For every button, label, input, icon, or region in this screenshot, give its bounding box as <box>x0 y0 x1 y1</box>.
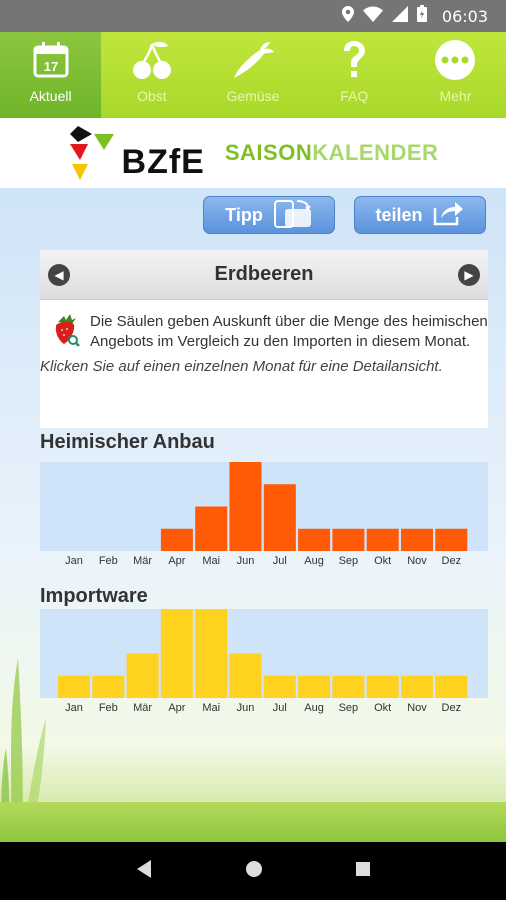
import-bar-Jan[interactable] <box>58 675 90 698</box>
domestic-chart <box>40 462 488 551</box>
domestic-month-label[interactable]: Jan <box>65 555 83 567</box>
domestic-month-label[interactable]: Mai <box>202 555 221 567</box>
info-text: Die Säulen geben Auskunft über die Menge… <box>90 313 488 350</box>
domestic-month-label[interactable]: Dez <box>441 555 462 567</box>
domestic-month-label[interactable]: Sep <box>338 555 359 567</box>
domestic-bar-Sep[interactable] <box>332 528 365 551</box>
domestic-chart-title: Heimischer Anbau <box>40 431 215 453</box>
next-arrow-icon[interactable]: ▶ <box>458 263 480 286</box>
grass-strip <box>0 802 506 842</box>
import-chart-title: Importware <box>40 585 148 607</box>
import-bar-Feb[interactable] <box>92 675 125 698</box>
domestic-bar-Jun[interactable] <box>229 462 262 551</box>
domestic-month-label[interactable]: Apr <box>168 555 186 567</box>
tab-label-aktuell: Aktuell <box>29 88 72 104</box>
status-bar: 06:03 <box>0 0 506 32</box>
bzfe-emblem-icon <box>69 126 114 180</box>
tab-label-gemuese: Gemüse <box>226 88 280 104</box>
import-month-label[interactable]: Aug <box>304 702 324 714</box>
logo-band: BZfE SAISONKALENDER <box>0 118 506 188</box>
import-month-label[interactable]: Okt <box>374 702 392 714</box>
tab-label-mehr: Mehr <box>439 88 472 104</box>
tab-obst[interactable]: Obst <box>101 32 202 118</box>
previous-arrow-icon[interactable]: ◀ <box>48 263 70 286</box>
tipp-button[interactable]: Tipp <box>203 196 335 234</box>
domestic-bar-Apr[interactable] <box>160 528 193 551</box>
bzfe-wordmark: BZfE <box>121 143 205 181</box>
import-month-label[interactable]: Mai <box>202 702 221 714</box>
battery-icon <box>416 5 427 27</box>
import-bar-Dez[interactable] <box>435 675 468 698</box>
tab-label-faq: FAQ <box>340 88 369 104</box>
import-month-label[interactable]: Dez <box>441 702 462 714</box>
more-icon <box>434 38 476 82</box>
domestic-month-label[interactable]: Nov <box>407 555 427 567</box>
back-icon[interactable] <box>135 859 153 884</box>
tab-label-obst: Obst <box>137 88 167 104</box>
tab-aktuell[interactable]: 17 Aktuell <box>0 32 102 118</box>
import-month-label[interactable]: Mär <box>133 702 153 714</box>
hint-text: Klicken Sie auf einen einzelnen Monat fü… <box>40 358 443 375</box>
product-title: Erdbeeren <box>214 263 314 285</box>
import-bar-Mär[interactable] <box>126 653 159 699</box>
import-bar-Mai[interactable] <box>195 609 228 698</box>
tab-bar: 17 Aktuell Obst Gemüse <box>0 32 506 118</box>
domestic-chart-svg <box>160 462 468 552</box>
domestic-month-label[interactable]: Jun <box>236 555 255 567</box>
import-month-label[interactable]: Jul <box>272 702 287 714</box>
domestic-month-label[interactable]: Mär <box>133 555 153 567</box>
calendar-day: 17 <box>43 59 57 74</box>
domestic-month-label[interactable]: Okt <box>374 555 392 567</box>
domestic-bar-Nov[interactable] <box>401 528 433 551</box>
import-bar-Nov[interactable] <box>401 675 433 698</box>
import-chart <box>40 609 488 698</box>
import-bar-Aug[interactable] <box>298 675 331 698</box>
recents-icon[interactable] <box>355 861 371 882</box>
import-bar-Jun[interactable] <box>229 653 262 699</box>
cherry-icon <box>130 38 174 82</box>
strawberry-magnifier-icon <box>52 312 80 355</box>
import-bar-Apr[interactable] <box>160 609 193 698</box>
bzfe-logo: BZfE <box>68 124 205 182</box>
import-month-label[interactable]: Sep <box>338 702 359 714</box>
saisonkalender-logo: SAISONKALENDER <box>224 140 439 165</box>
import-bar-Okt[interactable] <box>366 675 399 698</box>
tab-gemuese[interactable]: Gemüse <box>202 32 303 118</box>
domestic-bar-Mai[interactable] <box>195 506 228 552</box>
import-month-label[interactable]: Jun <box>236 702 255 714</box>
status-time: 06:03 <box>441 6 488 26</box>
import-month-label[interactable]: Nov <box>407 702 427 714</box>
info-block: Die Säulen geben Auskunft über die Menge… <box>40 300 488 355</box>
import-bar-Jul[interactable] <box>263 675 296 698</box>
tab-mehr[interactable]: Mehr <box>405 32 506 118</box>
product-card: ◀ Erdbeeren ▶ Die Säulen geben Auskunft … <box>40 250 488 428</box>
wifi-icon <box>362 6 383 27</box>
share-button[interactable]: teilen <box>354 196 486 234</box>
import-month-label[interactable]: Feb <box>98 702 118 714</box>
domestic-month-label[interactable]: Aug <box>304 555 324 567</box>
domestic-bar-Dez[interactable] <box>435 528 468 551</box>
domestic-month-label[interactable]: Jul <box>272 555 287 567</box>
home-icon[interactable] <box>244 859 264 884</box>
domestic-month-labels: Jan Feb Mär Apr Mai Jun Jul Aug Sep Okt Nov Dez <box>40 555 488 571</box>
android-nav-bar <box>0 842 506 900</box>
import-month-label[interactable]: Apr <box>168 702 186 714</box>
calendar-icon: 17 <box>32 38 70 82</box>
share-icon <box>433 200 465 231</box>
tab-faq[interactable]: FAQ <box>304 32 405 118</box>
import-bar-Sep[interactable] <box>332 675 365 698</box>
question-icon <box>339 38 369 82</box>
signal-icon <box>391 5 408 27</box>
import-month-labels: Jan Feb Mär Apr Mai Jun Jul Aug Sep Okt Nov Dez <box>40 702 488 718</box>
phone-rotate-icon <box>273 197 313 234</box>
domestic-bar-Aug[interactable] <box>298 528 331 551</box>
domestic-bar-Jul[interactable] <box>263 484 296 551</box>
import-chart-svg <box>58 609 468 699</box>
product-header: ◀ Erdbeeren ▶ <box>40 250 488 300</box>
vegetable-icon <box>230 38 276 82</box>
domestic-bar-Okt[interactable] <box>366 528 399 551</box>
location-icon <box>341 5 354 27</box>
import-month-label[interactable]: Jan <box>65 702 83 714</box>
domestic-month-label[interactable]: Feb <box>98 555 118 567</box>
